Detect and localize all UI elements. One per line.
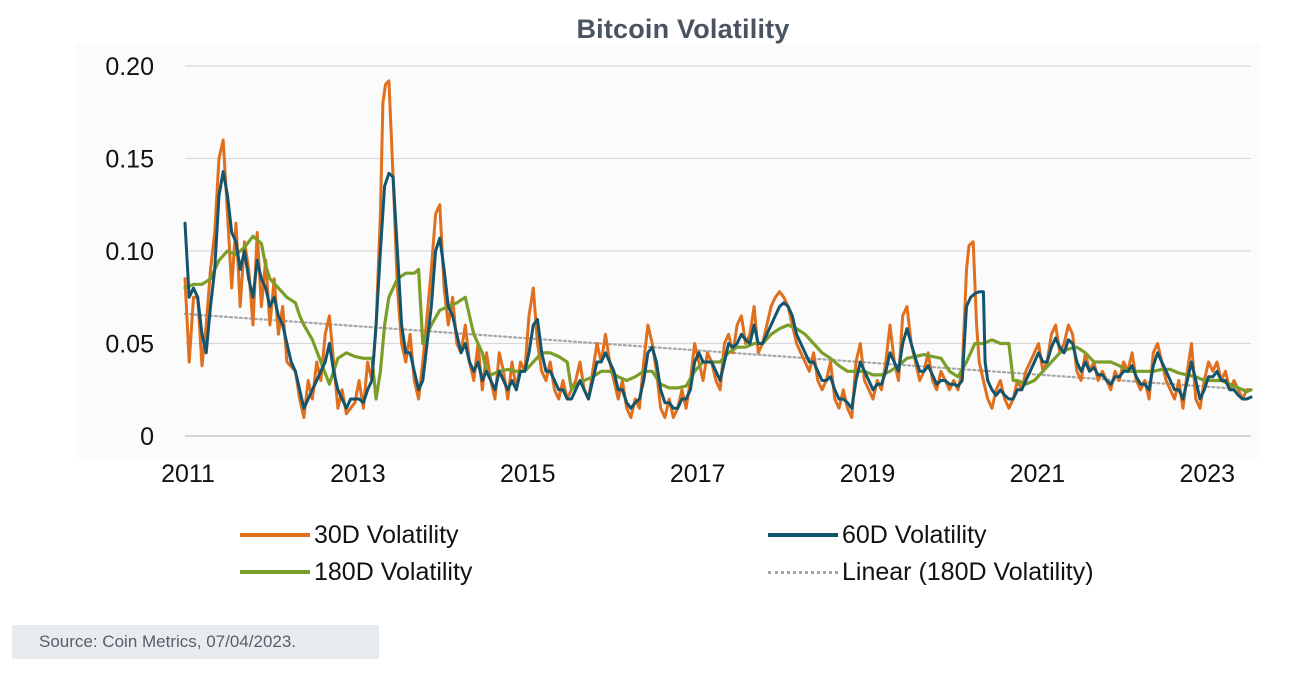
legend-label-180d: 180D Volatility bbox=[314, 557, 473, 586]
x-tick-label: 2011 bbox=[161, 460, 215, 488]
x-tick-label: 2017 bbox=[670, 460, 726, 488]
y-axis-ticks: 0 0.05 0.10 0.15 0.20 bbox=[105, 53, 154, 451]
legend-label-60d: 60D Volatility bbox=[842, 520, 987, 549]
series-line-linear-180d-volatility bbox=[183, 312, 1253, 391]
x-axis-ticks: 2011 2013 2015 2017 2019 2021 2023 bbox=[161, 460, 1235, 488]
series-layer bbox=[183, 79, 1253, 419]
chart-title: Bitcoin Volatility bbox=[576, 14, 790, 44]
y-tick-label: 0 bbox=[140, 423, 154, 451]
y-tick-label: 0.15 bbox=[105, 146, 154, 174]
x-tick-label: 2021 bbox=[1010, 460, 1066, 488]
y-tick-label: 0.05 bbox=[105, 331, 154, 359]
legend-swatch-linear bbox=[768, 570, 838, 574]
legend-label-linear: Linear (180D Volatility) bbox=[842, 557, 1094, 586]
source-note: Source: Coin Metrics, 07/04/2023. bbox=[12, 625, 379, 659]
y-tick-label: 0.20 bbox=[105, 53, 154, 81]
legend-swatch-30d bbox=[240, 533, 310, 537]
x-tick-label: 2015 bbox=[500, 460, 556, 488]
legend-swatch-180d bbox=[240, 570, 310, 574]
legend-item-180d: 180D Volatility bbox=[240, 555, 472, 589]
x-tick-label: 2023 bbox=[1179, 460, 1235, 488]
y-tick-label: 0.10 bbox=[105, 238, 154, 266]
series-line-60d-volatility bbox=[183, 170, 1253, 410]
legend-item-linear: Linear (180D Volatility) bbox=[768, 555, 1094, 589]
legend-item-30d: 30D Volatility bbox=[240, 518, 459, 552]
legend-label-30d: 30D Volatility bbox=[314, 520, 459, 549]
legend-swatch-60d bbox=[768, 533, 838, 537]
x-tick-label: 2013 bbox=[330, 460, 386, 488]
x-tick-label: 2019 bbox=[840, 460, 896, 488]
legend-item-60d: 60D Volatility bbox=[768, 518, 987, 552]
legend: 30D Volatility 60D Volatility 180D Volat… bbox=[240, 518, 1200, 592]
